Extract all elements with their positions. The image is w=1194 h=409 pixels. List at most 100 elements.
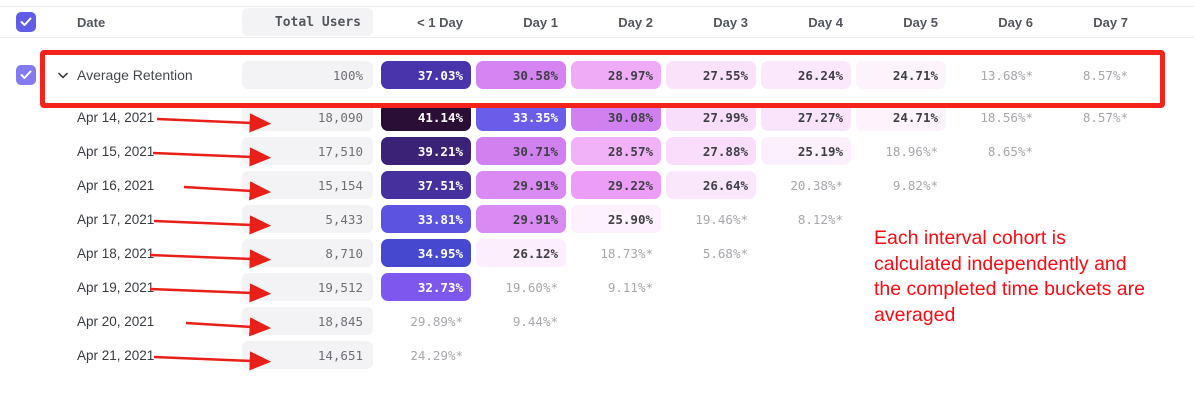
retention-cell[interactable]: 9.82%*	[892, 177, 938, 193]
retention-cell-slot: 9.11%*	[571, 273, 666, 301]
retention-cell[interactable]: 8.57%*	[1082, 109, 1128, 125]
retention-cell[interactable]: 18.73%*	[600, 245, 653, 261]
retention-cell[interactable]: 30.58%	[476, 61, 566, 89]
retention-cell-slot: 37.51%	[381, 171, 476, 199]
total-users-cell: 5,433	[242, 205, 373, 233]
retention-cell[interactable]: 5.68%*	[702, 245, 748, 261]
retention-cell[interactable]: 39.21%	[381, 137, 471, 165]
retention-cell-slot: 26.64%	[666, 171, 761, 199]
retention-cell-slot: 41.14%	[381, 103, 476, 131]
checkbox-checked-icon[interactable]	[16, 12, 36, 32]
retention-cell[interactable]: 30.71%	[476, 137, 566, 165]
retention-cell[interactable]: 8.57%*	[1082, 67, 1128, 83]
row-expander-cell	[56, 68, 77, 82]
retention-cell[interactable]: 29.91%	[476, 205, 566, 233]
header-checkbox-cell	[0, 12, 56, 32]
chevron-down-icon[interactable]	[56, 68, 70, 82]
cohort-row: Apr 21, 2021 14,651 24.29%*	[0, 338, 1194, 372]
retention-cell[interactable]: 37.03%	[381, 61, 471, 89]
column-header-lt-1-day: < 1 Day	[417, 14, 463, 30]
retention-cell[interactable]: 33.35%	[476, 103, 566, 131]
retention-cell[interactable]: 41.14%	[381, 103, 471, 131]
retention-cell-slot: 24.29%*	[381, 341, 476, 369]
retention-cell-slot: 39.21%	[381, 137, 476, 165]
retention-cell-slot: 29.91%	[476, 171, 571, 199]
total-users-cell: 17,510	[242, 137, 373, 165]
retention-cell-slot: 18.73%*	[571, 239, 666, 267]
retention-cell-slot: 30.58%	[476, 61, 571, 89]
retention-cell[interactable]: 25.19%	[761, 137, 851, 165]
retention-cell-slot: 33.35%	[476, 103, 571, 131]
retention-cell[interactable]: 27.88%	[666, 137, 756, 165]
retention-cell-slot: 9.44%*	[476, 307, 571, 335]
checkbox-checked-icon[interactable]	[16, 65, 36, 85]
retention-cell-slot: 32.73%	[381, 273, 476, 301]
retention-cell[interactable]: 32.73%	[381, 273, 471, 301]
retention-cell-slot: 8.57%*	[1046, 103, 1141, 131]
retention-cell-slot: 24.71%	[856, 103, 951, 131]
retention-cell-slot: 27.55%	[666, 61, 761, 89]
retention-cell[interactable]: 28.57%	[571, 137, 661, 165]
retention-cell-slot: 19.60%*	[476, 273, 571, 301]
total-users-cell: 15,154	[242, 171, 373, 199]
note-text-line: calculated independently and	[874, 252, 1127, 275]
retention-cell[interactable]: 29.22%	[571, 171, 661, 199]
retention-cell[interactable]: 37.51%	[381, 171, 471, 199]
note-text-line: averaged	[874, 303, 956, 326]
retention-cell[interactable]: 29.91%	[476, 171, 566, 199]
retention-cell[interactable]: 8.12%*	[797, 211, 843, 227]
retention-cell-slot: 20.38%*	[761, 171, 856, 199]
retention-cell[interactable]: 24.29%*	[410, 347, 463, 363]
cohort-date-label: Apr 18, 2021	[77, 245, 155, 261]
retention-cell[interactable]: 29.89%*	[410, 313, 463, 329]
retention-cell[interactable]: 26.64%	[666, 171, 756, 199]
column-header-day-6: Day 6	[998, 14, 1033, 30]
retention-cell[interactable]: 34.95%	[381, 239, 471, 267]
column-header-day-4: Day 4	[808, 14, 843, 30]
retention-cell-slot: 19.46%*	[666, 205, 761, 233]
retention-cell[interactable]: 27.27%	[761, 103, 851, 131]
retention-cell-slot: 37.03%	[381, 61, 476, 89]
retention-cell[interactable]: 27.99%	[666, 103, 756, 131]
retention-cell[interactable]: 26.12%	[476, 239, 566, 267]
retention-cell[interactable]: 27.55%	[666, 61, 756, 89]
retention-cell-slot: 29.91%	[476, 205, 571, 233]
table-body: Average Retention 100% 37.03% 30.58% 28.97% 2…	[0, 50, 1194, 372]
retention-cell-slot: 25.90%	[571, 205, 666, 233]
total-users-cell: 18,090	[242, 103, 373, 131]
retention-cell[interactable]: 25.90%	[571, 205, 661, 233]
retention-cell[interactable]: 9.44%*	[512, 313, 558, 329]
retention-cell[interactable]: 8.65%*	[987, 143, 1033, 159]
retention-cell[interactable]: 18.56%*	[980, 109, 1033, 125]
retention-cell[interactable]: 33.81%	[381, 205, 471, 233]
retention-cell[interactable]: 26.24%	[761, 61, 851, 89]
retention-cell[interactable]: 18.96%*	[885, 143, 938, 159]
column-header-total-users: Total Users	[242, 8, 373, 36]
retention-cell-slot: 8.12%*	[761, 205, 856, 233]
retention-cell[interactable]: 19.46%*	[695, 211, 748, 227]
average-retention-label: Average Retention	[77, 67, 193, 83]
cohort-date-label: Apr 20, 2021	[77, 313, 155, 329]
column-header-date: Date	[77, 14, 106, 30]
retention-cell[interactable]: 13.68%*	[980, 67, 1033, 83]
total-users-cell: 19,512	[242, 273, 373, 301]
retention-cell[interactable]: 20.38%*	[790, 177, 843, 193]
retention-cell[interactable]: 30.08%	[571, 103, 661, 131]
total-users-cell: 100%	[242, 61, 373, 89]
retention-cell[interactable]: 24.71%	[856, 61, 946, 89]
retention-cell-slot: 30.08%	[571, 103, 666, 131]
retention-cell[interactable]: 24.71%	[856, 103, 946, 131]
total-users-cell: 18,845	[242, 307, 373, 335]
column-header-day-5: Day 5	[903, 14, 938, 30]
retention-cell-slot: 34.95%	[381, 239, 476, 267]
retention-cell[interactable]: 28.97%	[571, 61, 661, 89]
average-retention-row: Average Retention 100% 37.03% 30.58% 28.97% 2…	[0, 50, 1194, 100]
retention-cell[interactable]: 19.60%*	[505, 279, 558, 295]
retention-cell-slot: 9.82%*	[856, 171, 951, 199]
retention-cell[interactable]: 9.11%*	[607, 279, 653, 295]
row-checkbox-cell	[0, 65, 56, 85]
retention-cell-slot: 8.57%*	[1046, 61, 1141, 89]
cohort-row: Apr 18, 2021 8,710 34.95% 26.12% 18.73%* 5.68…	[0, 236, 1194, 270]
retention-cell-slot: 27.88%	[666, 137, 761, 165]
retention-cell-slot: 25.19%	[761, 137, 856, 165]
